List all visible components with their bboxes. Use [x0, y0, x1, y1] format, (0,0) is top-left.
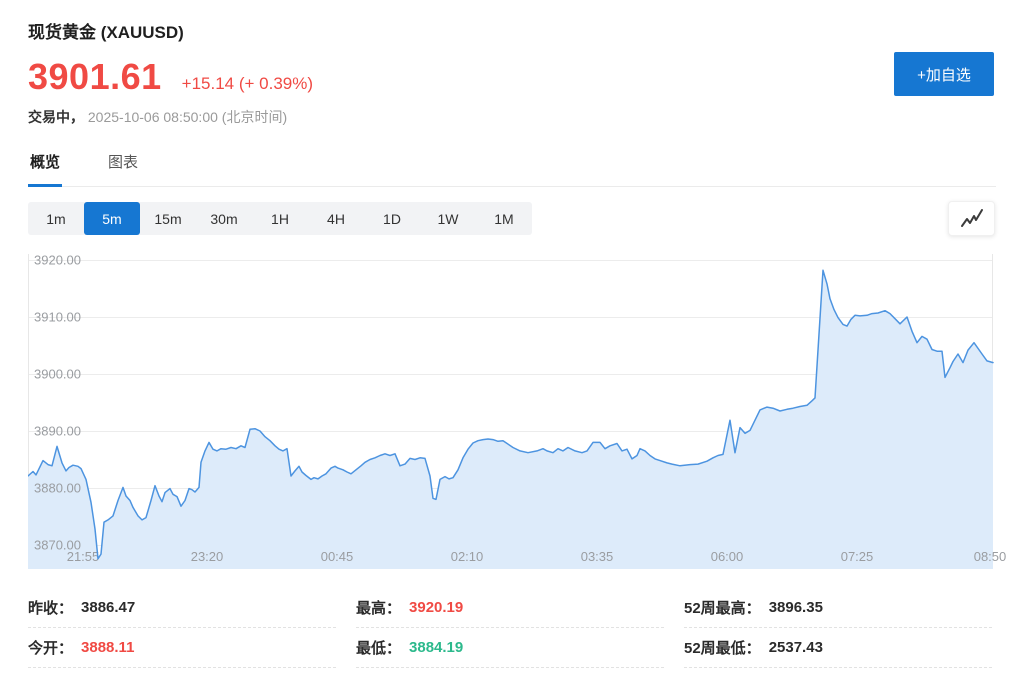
stat-value: 3920.19 — [409, 599, 464, 616]
price-change: +15.14 (+ 0.39%) — [181, 74, 314, 93]
line-chart-icon — [959, 208, 985, 230]
stat-label: 昨收： — [28, 600, 74, 617]
price-chart[interactable]: 21:55 23:20 00:45 02:10 03:35 06:00 07:25 08:50… — [28, 249, 1024, 571]
y-axis-label: 3890.00 — [34, 424, 81, 439]
interval-button-1m[interactable]: 1m — [46, 210, 66, 227]
interval-button-1D[interactable]: 1D — [383, 210, 401, 227]
y-axis-label: 3900.00 — [34, 367, 81, 382]
x-axis-label: 02:10 — [451, 549, 484, 564]
trading-status: 交易中， — [28, 109, 84, 125]
x-axis-label: 23:20 — [191, 549, 224, 564]
stat-row: 最高： 3920.19 — [356, 588, 664, 628]
add-watchlist-button[interactable]: +加自选 — [894, 52, 994, 96]
x-axis-label: 03:35 — [581, 549, 614, 564]
stat-row: 最低： 3884.19 — [356, 628, 664, 668]
tab-chart[interactable]: 图表 — [108, 154, 139, 171]
status-row: 交易中， 2025-10-06 08:50:00 (北京时间) — [28, 107, 1024, 127]
stat-label: 52周最低： — [684, 640, 761, 657]
last-price: 3901.61 — [28, 56, 162, 97]
interval-button-30m[interactable]: 30m — [210, 210, 238, 227]
interval-button-15m[interactable]: 15m — [154, 210, 182, 227]
y-axis-label: 3870.00 — [34, 538, 81, 553]
stat-row: 昨收： 3886.47 — [28, 588, 336, 628]
tab-bar: 概览 图表 — [28, 151, 996, 187]
y-axis-label: 3920.00 — [34, 253, 81, 268]
x-axis-label: 08:50 — [974, 549, 1007, 564]
stat-value: 3896.35 — [768, 599, 823, 616]
stat-value: 3884.19 — [409, 639, 464, 656]
stats-column-1: 昨收： 3886.47 今开： 3888.11 — [28, 588, 336, 668]
interval-button-1W[interactable]: 1W — [437, 210, 459, 227]
interval-button-1H[interactable]: 1H — [271, 210, 289, 227]
stat-value: 2537.43 — [768, 639, 823, 656]
x-axis-label: 21:55 — [67, 549, 100, 564]
x-axis-label: 00:45 — [321, 549, 354, 564]
y-axis-label: 3880.00 — [34, 481, 81, 496]
stat-label: 最低： — [356, 640, 402, 657]
stats-grid: 昨收： 3886.47 今开： 3888.11 最高： 3920.19 最低： 3884.19… — [28, 588, 992, 668]
stat-row: 52周最高： 3896.35 — [684, 588, 992, 628]
tab-overview[interactable]: 概览 — [28, 151, 63, 187]
x-axis-label: 07:25 — [841, 549, 874, 564]
chart-type-button[interactable] — [948, 201, 995, 236]
interval-group: 1m 5m 15m 30m 1H 4H 1D 1W 1M — [28, 202, 532, 235]
y-axis-label: 3910.00 — [34, 310, 81, 325]
chart-toolbar: 1m 5m 15m 30m 1H 4H 1D 1W 1M — [28, 201, 995, 236]
interval-button-5m[interactable]: 5m — [84, 202, 140, 235]
interval-button-1M[interactable]: 1M — [494, 210, 514, 227]
price-line — [28, 269, 994, 560]
stat-value: 3888.11 — [81, 639, 135, 656]
stat-row: 今开： 3888.11 — [28, 628, 336, 668]
quote-timestamp: 2025-10-06 08:50:00 (北京时间) — [87, 109, 288, 125]
stat-label: 52周最高： — [684, 600, 761, 617]
stat-row: 52周最低： 2537.43 — [684, 628, 992, 668]
area-fill — [28, 270, 993, 569]
stat-label: 今开： — [28, 640, 74, 657]
instrument-title: 现货黄金 (XAUUSD) — [28, 23, 184, 42]
stats-column-3: 52周最高： 3896.35 52周最低： 2537.43 — [684, 588, 992, 668]
stat-label: 最高： — [356, 600, 402, 617]
price-row: 3901.61 +15.14 (+ 0.39%) — [28, 56, 1024, 98]
x-axis-label: 06:00 — [711, 549, 744, 564]
stat-value: 3886.47 — [81, 599, 136, 616]
interval-button-4H[interactable]: 4H — [327, 210, 345, 227]
stats-column-2: 最高： 3920.19 最低： 3884.19 — [356, 588, 664, 668]
